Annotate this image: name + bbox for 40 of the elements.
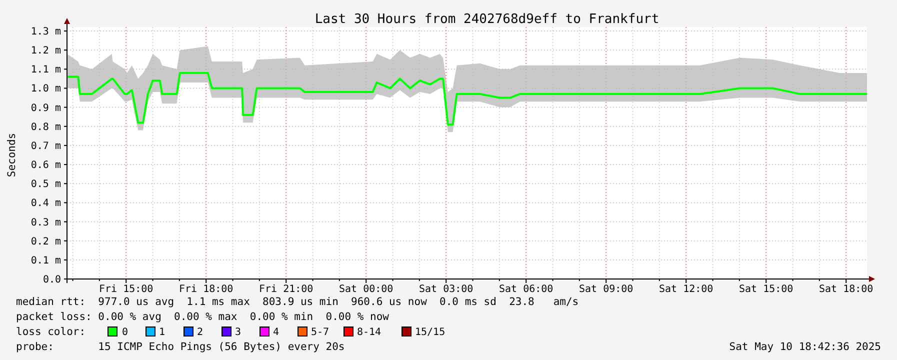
x-tick-label: Sat 12:00 [659, 284, 714, 295]
y-tick-label: 0.6 m [30, 160, 61, 172]
y-tick-label: 1.1 m [30, 64, 61, 76]
legend-label: 0 [122, 327, 128, 338]
y-tick-label: 0.0 [42, 274, 61, 286]
text: Sat May 10 18:42:36 2025 [729, 341, 881, 353]
y-tick-label: 0.2 m [30, 236, 61, 248]
text: 2 [197, 327, 204, 338]
y-tick-label: 0.1 m [30, 255, 61, 266]
y-tick-label: 1.0 m [30, 84, 61, 95]
x-tick-label: Fri 15:00 [99, 284, 154, 295]
x-tick-label: Fri 18:00 [179, 284, 234, 295]
text: packet loss: 0.00 % avg 0.00 % max 0.00 % min 0.00 % now [16, 311, 390, 323]
y-tick-label: 0.8 m [30, 122, 61, 133]
text: 3 [235, 327, 242, 338]
x-tick-label: Fri 21:00 [259, 284, 314, 295]
text: 15/15 [415, 327, 446, 338]
x-tick-label: Sat 00:00 [339, 284, 394, 295]
y-tick-label: 1.2 m [30, 46, 61, 57]
text: 8-14 [357, 327, 382, 338]
text: 5-7 [311, 327, 330, 338]
text: median rtt: 977.0 us avg 1.1 ms max 803.9 us min 960.6 us now 0.0 ms sd 23.8 am/s [16, 296, 579, 308]
y-tick-label: 1.3 m [30, 26, 61, 38]
line-series [66, 72, 868, 126]
text: probe: 15 ICMP Echo Pings (56 Bytes) every 20s [16, 341, 345, 353]
y-tick-label: 0.5 m [30, 179, 61, 190]
y-tick-label: 0.3 m [30, 217, 61, 228]
x-tick-label: Sat 06:00 [499, 284, 554, 295]
chart-title: Last 30 Hours from 2402768d9eff to Frankfurt [314, 12, 660, 27]
text: 1 [159, 327, 166, 338]
y-tick-label: 0.7 m [30, 140, 61, 152]
y-tick-label: 0.4 m [30, 198, 61, 210]
legend-title: loss color: [16, 326, 86, 338]
x-tick-label: Sat 09:00 [579, 284, 634, 295]
y-tick-label: 0.9 m [30, 102, 61, 114]
x-tick-label: Sat 03:00 [419, 284, 474, 295]
y-axis-title: Seconds [6, 132, 18, 178]
x-tick-label: Sat 18:00 [819, 284, 874, 295]
x-tick-label: Sat 15:00 [739, 284, 794, 295]
text: 4 [273, 327, 280, 338]
